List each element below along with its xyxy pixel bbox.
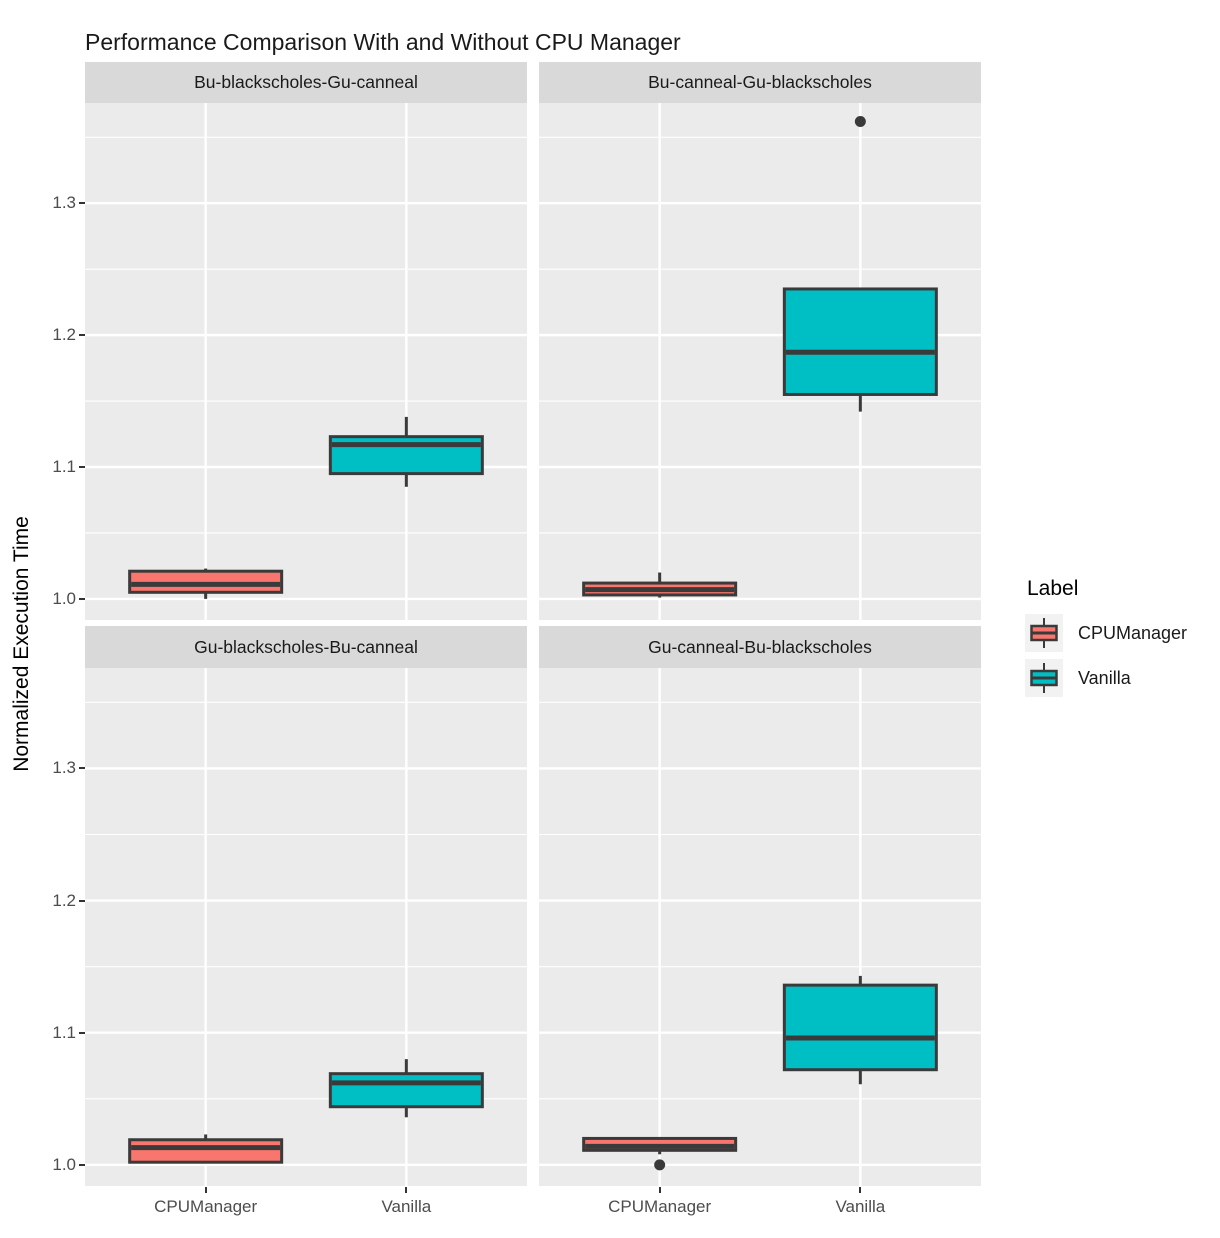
x-tick-label: CPUManager — [154, 1197, 258, 1216]
facet-panel-canvas — [539, 668, 981, 1186]
boxplot-outlier — [654, 1159, 666, 1171]
facet-strip: Bu-blackscholes-Gu-canneal — [85, 62, 527, 103]
facet-panel — [539, 103, 981, 620]
y-tick-label: 1.2 — [52, 890, 76, 910]
y-tick-label: 1.0 — [52, 1154, 76, 1174]
facet-panel — [85, 668, 527, 1186]
facet-panel-canvas — [539, 103, 981, 620]
boxplot-box-cpumanager — [128, 569, 284, 594]
y-tick-mark — [79, 334, 85, 337]
y-tick-label: 1.1 — [52, 457, 76, 476]
y-tick-mark — [79, 1031, 85, 1034]
legend-key-label: Vanilla — [1078, 667, 1131, 688]
facet-strip-label: Gu-blackscholes-Bu-canneal — [194, 636, 418, 657]
y-tick-mark — [79, 466, 85, 468]
facet-strip-label: Gu-canneal-Bu-blackscholes — [648, 636, 872, 657]
boxplot-key-icon — [1025, 659, 1063, 697]
facet-strip: Bu-canneal-Gu-blackscholes — [539, 62, 981, 103]
y-tick-mark — [79, 1163, 85, 1166]
y-tick-label: 1.0 — [52, 588, 76, 608]
y-tick-label: 1.1 — [52, 1022, 76, 1042]
boxplot-box-vanilla — [328, 1072, 484, 1109]
x-tick-mark — [859, 1187, 862, 1193]
y-tick-label: 1.2 — [52, 325, 76, 345]
facet-strip-label: Bu-canneal-Gu-blackscholes — [648, 72, 872, 92]
facet-panel — [539, 668, 981, 1186]
legend: Label CPUManager Vanilla — [1025, 577, 1187, 704]
legend-key-cpumanager: CPUManager — [1025, 614, 1187, 652]
facet-strip-label: Bu-blackscholes-Gu-canneal — [194, 72, 418, 92]
plot-title: Performance Comparison With and Without … — [85, 29, 681, 55]
facet-strip: Gu-blackscholes-Bu-canneal — [85, 626, 527, 668]
boxplot-box-cpumanager — [128, 1138, 284, 1164]
x-tick-label: Vanilla — [381, 1197, 432, 1216]
facet-panel — [85, 103, 527, 620]
x-tick-label: Vanilla — [835, 1197, 886, 1216]
x-tick-label: CPUManager — [608, 1197, 712, 1216]
x-tick-mark — [405, 1187, 408, 1193]
legend-key-vanilla: Vanilla — [1025, 659, 1187, 697]
y-tick-mark — [79, 767, 85, 770]
y-tick-mark — [79, 202, 85, 205]
legend-key-label: CPUManager — [1078, 622, 1188, 643]
facet-panel-canvas — [85, 103, 527, 620]
y-tick-mark — [79, 899, 85, 902]
x-tick-mark — [658, 1187, 661, 1193]
boxplot-key-icon — [1025, 614, 1063, 652]
legend-title: Label — [1027, 577, 1079, 600]
y-tick-label: 1.3 — [52, 758, 76, 778]
y-tick-mark — [79, 597, 85, 600]
boxplot-outlier — [854, 115, 866, 127]
boxplot-box-vanilla — [782, 983, 938, 1072]
facet-strip: Gu-canneal-Bu-blackscholes — [539, 626, 981, 668]
x-tick-mark — [204, 1187, 207, 1193]
y-axis-title: Normalized Execution Time — [10, 516, 33, 772]
facet-panel-canvas — [85, 668, 527, 1186]
boxplot-box-vanilla — [782, 287, 938, 396]
y-tick-label: 1.3 — [52, 193, 76, 213]
